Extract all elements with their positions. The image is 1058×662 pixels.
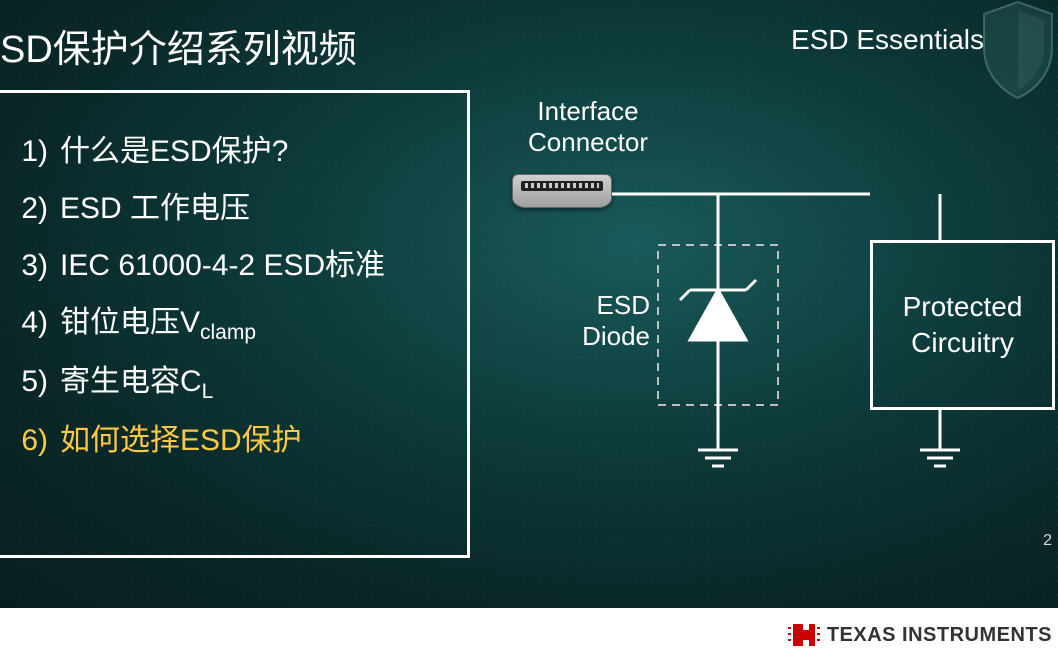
slide: SD保护介绍系列视频 ESD Essentials 1) 什么是ESD保护? 2) E… bbox=[0, 0, 1058, 608]
circuit-diagram: InterfaceConnector ESDDiode ProtectedCir… bbox=[500, 90, 1058, 540]
list-item-subscript: clamp bbox=[200, 321, 256, 344]
list-item-number: 5) bbox=[0, 353, 48, 410]
list-item-text: 寄生电容C bbox=[60, 365, 202, 398]
topic-list: 1) 什么是ESD保护? 2) ESD 工作电压 3) IEC 61000-4-2 ESD… bbox=[0, 123, 457, 469]
list-item-number: 1) bbox=[0, 123, 48, 180]
ti-logo-text: TEXAS INSTRUMENTS bbox=[827, 624, 1052, 647]
topic-list-box: 1) 什么是ESD保护? 2) ESD 工作电压 3) IEC 61000-4-2 ESD… bbox=[0, 90, 470, 558]
list-item-number: 2) bbox=[0, 180, 48, 237]
list-item: 3) IEC 61000-4-2 ESD标准 bbox=[0, 237, 457, 294]
list-item-subscript: L bbox=[202, 380, 214, 403]
list-item: 4) 钳位电压Vclamp bbox=[0, 294, 457, 353]
list-item-text: 如何选择ESD保护 bbox=[60, 424, 302, 457]
list-item: 2) ESD 工作电压 bbox=[0, 180, 457, 237]
list-item-number: 3) bbox=[0, 237, 48, 294]
ti-logo: TEXAS INSTRUMENTS bbox=[787, 618, 1052, 652]
footer: TEXAS INSTRUMENTS bbox=[0, 608, 1058, 662]
list-item: 6) 如何选择ESD保护 bbox=[0, 412, 457, 469]
list-item: 1) 什么是ESD保护? bbox=[0, 123, 457, 180]
list-item-text: ESD 工作电压 bbox=[60, 192, 250, 225]
list-item: 5) 寄生电容CL bbox=[0, 353, 457, 412]
list-item-text: 什么是ESD保护? bbox=[60, 135, 288, 168]
shield-icon bbox=[978, 0, 1058, 100]
list-item-text: 钳位电压V bbox=[60, 306, 200, 339]
page-number: 2 bbox=[1043, 532, 1052, 550]
list-item-number: 4) bbox=[0, 294, 48, 351]
brand-title: ESD Essentials bbox=[791, 24, 984, 56]
list-item-text: IEC 61000-4-2 ESD标准 bbox=[60, 249, 385, 282]
list-item-number: 6) bbox=[0, 412, 48, 469]
circuit-wiring bbox=[500, 90, 1058, 540]
ti-chip-icon bbox=[787, 618, 821, 652]
slide-title: SD保护介绍系列视频 bbox=[0, 18, 357, 73]
